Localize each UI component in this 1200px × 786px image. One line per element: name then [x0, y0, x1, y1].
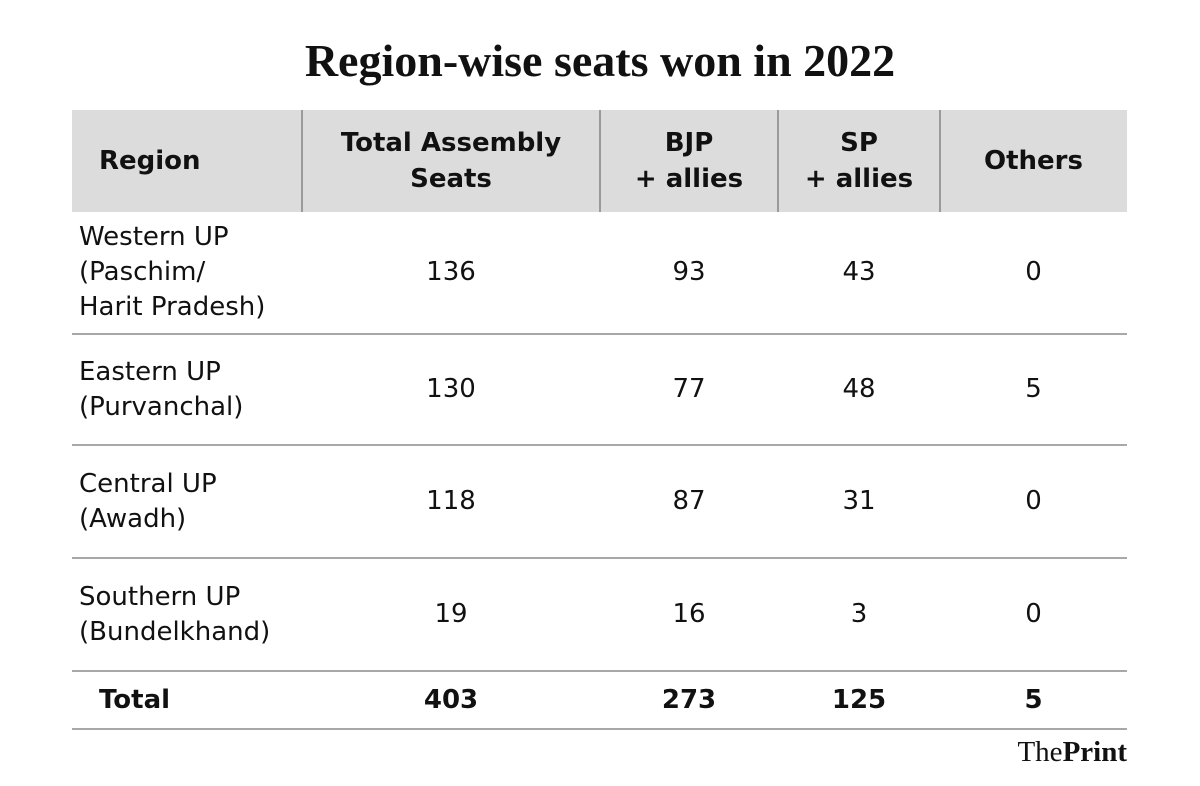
table-row: Central UP (Awadh) 118 87 31 0 — [72, 446, 1127, 559]
header-total-line1: Total Assembly — [340, 128, 562, 158]
table-row: Eastern UP (Purvanchal) 130 77 48 5 — [72, 335, 1127, 446]
cell-region: Southern UP (Bundelkhand) — [79, 581, 271, 647]
cell-bjp: 77 — [672, 374, 706, 404]
cell-total-seats: 19 — [434, 599, 468, 629]
theprint-logo: ThePrint — [1017, 736, 1127, 769]
header-divider — [939, 110, 941, 212]
header-sp-line2: + allies — [804, 164, 914, 194]
cell-others: 5 — [1025, 374, 1042, 404]
header-sp-line1: SP — [840, 128, 878, 158]
cell-bjp: 16 — [672, 599, 706, 629]
header-bjp: BJP + allies — [600, 110, 778, 212]
cell-others: 0 — [1025, 257, 1042, 287]
table-row: Western UP (Paschim/ Harit Pradesh) 136 … — [72, 212, 1127, 335]
cell-region: Western UP (Paschim/ Harit Pradesh) — [79, 222, 266, 322]
cell-bjp: 93 — [672, 257, 706, 287]
cell-others: 5 — [1024, 684, 1043, 715]
cell-sp: 43 — [842, 257, 876, 287]
cell-total-seats: 403 — [423, 684, 479, 715]
cell-bjp: 273 — [661, 684, 717, 715]
header-region-label: Region — [99, 146, 201, 176]
cell-total-seats: 136 — [426, 257, 476, 287]
header-divider — [777, 110, 779, 212]
table-total-row: Total 403 273 125 5 — [72, 672, 1127, 730]
seats-table: Region Total Assembly Seats BJP + allies… — [72, 110, 1127, 730]
header-divider — [599, 110, 601, 212]
chart-title: Region-wise seats won in 2022 — [304, 35, 896, 86]
header-divider — [301, 110, 303, 212]
cell-sp: 125 — [831, 684, 887, 715]
cell-others: 0 — [1025, 486, 1042, 516]
cell-total-label: Total — [99, 684, 171, 715]
cell-bjp: 87 — [672, 486, 706, 516]
header-bjp-line2: + allies — [634, 164, 744, 194]
header-total-line2: Seats — [410, 164, 492, 194]
logo-part-the: The — [1017, 736, 1063, 768]
cell-sp: 31 — [842, 486, 876, 516]
cell-others: 0 — [1025, 599, 1042, 629]
cell-total-seats: 130 — [426, 374, 476, 404]
cell-region: Central UP (Awadh) — [79, 468, 217, 534]
header-others-label: Others — [984, 146, 1083, 176]
cell-total-seats: 118 — [426, 486, 476, 516]
header-bjp-line1: BJP — [664, 128, 714, 158]
table-header-row: Region Total Assembly Seats BJP + allies… — [72, 110, 1127, 212]
cell-sp: 48 — [842, 374, 876, 404]
cell-sp: 3 — [850, 599, 868, 629]
cell-region: Eastern UP (Purvanchal) — [79, 356, 244, 422]
header-total-seats: Total Assembly Seats — [302, 110, 600, 212]
header-others: Others — [940, 110, 1127, 212]
header-region: Region — [72, 110, 302, 212]
header-sp: SP + allies — [778, 110, 940, 212]
table-row: Southern UP (Bundelkhand) 19 16 3 0 — [72, 559, 1127, 672]
logo-part-print: Print — [1062, 736, 1127, 768]
